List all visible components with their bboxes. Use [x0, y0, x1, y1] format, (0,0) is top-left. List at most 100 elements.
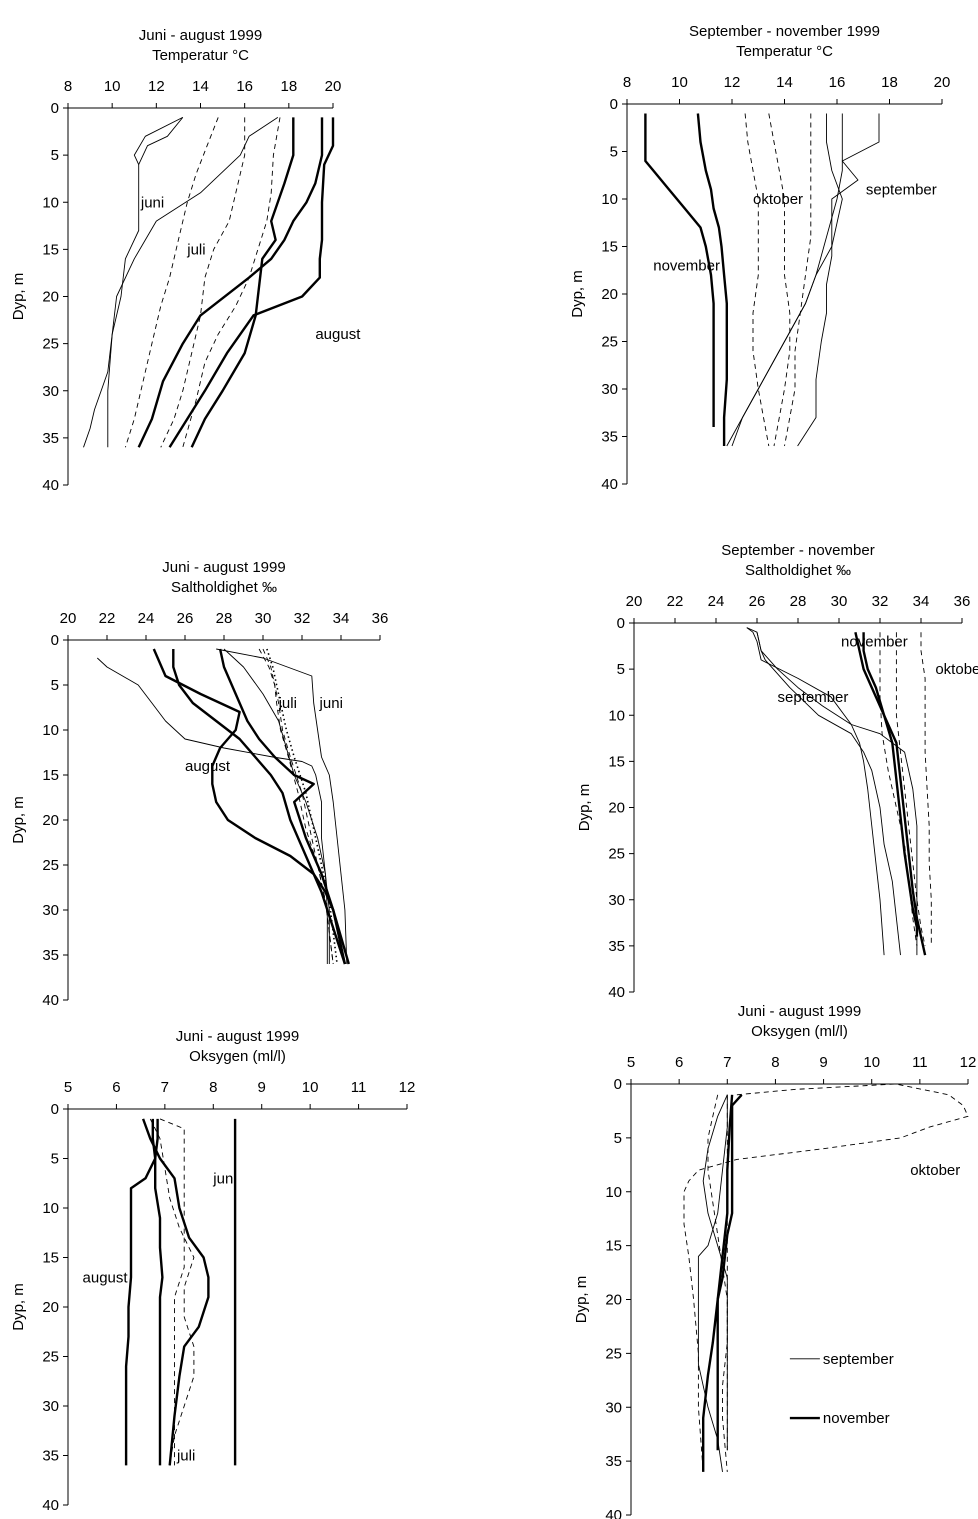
y-tick-label: 25 [42, 336, 59, 353]
chart-title: Juni - august 1999 [738, 1003, 861, 1020]
x-tick-label: 28 [790, 593, 807, 610]
series-line-thick [137, 117, 324, 448]
y-tick-label: 25 [42, 1349, 59, 1366]
series-line-dashed [159, 1118, 185, 1466]
series-line-thick [702, 1094, 734, 1472]
x-tick-label: 26 [177, 610, 194, 627]
x-tick-label: 10 [302, 1079, 319, 1096]
x-tick-label: 10 [671, 74, 688, 91]
x-tick-label: 20 [934, 74, 951, 91]
series-line-thin [107, 117, 279, 448]
y-axis-label: Dyp, m [10, 796, 27, 844]
y-tick-label: 35 [42, 947, 59, 964]
y-tick-label: 40 [42, 992, 59, 1009]
y-axis-label: Dyp, m [576, 784, 593, 832]
annotation-label: november [653, 258, 720, 275]
series-line-dashed [744, 113, 770, 447]
x-tick-label: 7 [161, 1079, 169, 1096]
y-tick-label: 20 [42, 1299, 59, 1316]
annotation-label: oktober [910, 1162, 960, 1179]
y-tick-label: 25 [42, 857, 59, 874]
y-tick-label: 20 [605, 1292, 622, 1309]
annotation-label: november [841, 633, 908, 650]
y-tick-label: 10 [608, 707, 625, 724]
panel-p4: September - november Saltholdighet ‰ 20 22 2… [576, 542, 978, 1001]
y-tick-label: 10 [42, 722, 59, 739]
x-tick-label: 30 [255, 610, 272, 627]
x-tick-label: 5 [64, 1079, 72, 1096]
y-tick-label: 30 [42, 383, 59, 400]
x-tick-label: 8 [209, 1079, 217, 1096]
x-tick-label: 18 [881, 74, 898, 91]
y-tick-label: 10 [601, 191, 618, 208]
series-line-dashed [149, 1118, 195, 1466]
y-tick-label: 5 [614, 1130, 622, 1147]
x-tick-label: 9 [819, 1054, 827, 1071]
series-line-thin [726, 113, 843, 447]
x-tick-label: 8 [623, 74, 631, 91]
series-line-thin [216, 648, 348, 965]
x-tick-label: 22 [667, 593, 684, 610]
y-tick-label: 15 [605, 1238, 622, 1255]
chart-subtitle: Temperatur °C [152, 47, 249, 64]
x-tick-label: 24 [138, 610, 155, 627]
series-line-thick [644, 113, 715, 427]
x-tick-label: 5 [627, 1054, 635, 1071]
series-line-thin [83, 117, 184, 448]
series-line-thick [124, 1118, 159, 1466]
series-line-dashed [895, 632, 926, 946]
series-line-dashed [262, 648, 334, 965]
series-line-thick [716, 1093, 743, 1451]
x-tick-label: 32 [872, 593, 889, 610]
x-tick-label: 20 [60, 610, 77, 627]
y-tick-label: 25 [608, 846, 625, 863]
y-tick-label: 35 [42, 1448, 59, 1465]
annotation-label: oktober [935, 661, 978, 678]
y-tick-label: 0 [51, 632, 59, 649]
y-axis-label: Dyp, m [10, 1283, 27, 1331]
panel-p3: Juni - august 1999 Saltholdighet ‰ 20 22 24 2… [10, 559, 388, 1009]
chart-subtitle: Oksygen (ml/l) [751, 1023, 848, 1040]
y-tick-label: 30 [608, 892, 625, 909]
annotation-label: august [83, 1269, 129, 1286]
y-tick-label: 5 [51, 677, 59, 694]
panel-p6: Juni - august 1999 Oksygen (ml/l) 5 6 7 8 9 10 1… [573, 1003, 976, 1519]
y-tick-label: 0 [610, 96, 618, 113]
x-tick-label: 26 [749, 593, 766, 610]
x-tick-label: 20 [325, 78, 342, 95]
annotation-label: juni [319, 695, 343, 712]
x-tick-label: 6 [112, 1079, 120, 1096]
y-tick-label: 5 [610, 144, 618, 161]
y-tick-label: 20 [42, 812, 59, 829]
series-line-thin [133, 116, 184, 165]
series-line-thick [172, 649, 347, 965]
y-tick-label: 0 [617, 615, 625, 632]
x-tick-label: 10 [863, 1054, 880, 1071]
series-line-thick [854, 631, 927, 956]
x-tick-label: 30 [831, 593, 848, 610]
annotation-label: juni [140, 194, 164, 211]
y-tick-label: 35 [601, 429, 618, 446]
y-tick-label: 25 [605, 1345, 622, 1362]
series-line-dashed [784, 113, 812, 447]
x-tick-label: 16 [829, 74, 846, 91]
y-tick-label: 5 [51, 1151, 59, 1168]
y-tick-label: 15 [608, 753, 625, 770]
y-tick-label: 30 [601, 381, 618, 398]
y-tick-label: 20 [608, 800, 625, 817]
y-tick-label: 0 [51, 1101, 59, 1118]
series-line-thin [797, 113, 880, 447]
legend-label: september [823, 1351, 894, 1368]
x-tick-label: 24 [708, 593, 725, 610]
series-line-thick [168, 117, 335, 448]
y-tick-label: 5 [617, 661, 625, 678]
x-tick-label: 12 [399, 1079, 416, 1096]
x-tick-label: 34 [333, 610, 350, 627]
y-tick-label: 20 [42, 289, 59, 306]
y-tick-label: 40 [601, 476, 618, 493]
series-line-thick [152, 648, 347, 965]
x-tick-label: 11 [912, 1054, 928, 1071]
x-tick-label: 32 [294, 610, 311, 627]
x-tick-label: 18 [280, 78, 297, 95]
